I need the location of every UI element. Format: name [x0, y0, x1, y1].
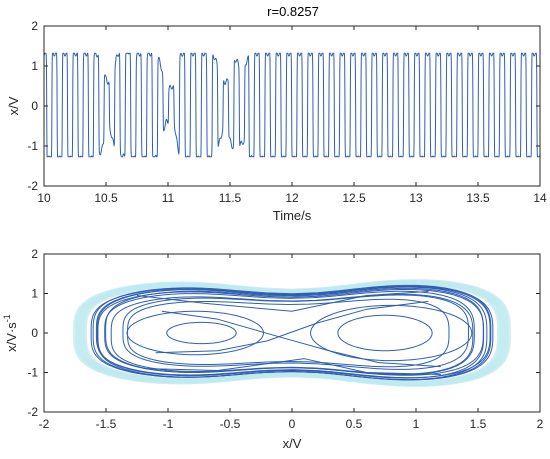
bottom-outer-loop: [105, 287, 484, 376]
top-x-tick-label: 12.5: [342, 191, 366, 205]
top-x-ticks: 10 10.5 11 11.5 12 12.5 13 13.5 14: [37, 26, 547, 205]
bottom-series-line: [90, 284, 494, 381]
top-y-label: x/V: [6, 96, 21, 115]
bottom-x-tick-label: 0.5: [346, 417, 363, 431]
top-x-tick-label: 14: [533, 191, 547, 205]
bottom-x-tick-label: -0.5: [220, 417, 241, 431]
bottom-x-tick-label: 2: [537, 417, 544, 431]
top-x-label: Time/s: [273, 208, 312, 223]
bottom-inner-loop: [126, 310, 264, 356]
top-y-tick-label: -2: [27, 179, 38, 193]
bottom-x-tick-label: -1.5: [96, 417, 117, 431]
bottom-transition-curve: [143, 358, 441, 375]
bottom-halo-loop: [73, 279, 511, 387]
bottom-inner-loop: [166, 321, 237, 345]
top-x-tick-label: 13: [409, 191, 423, 205]
bottom-inner-loop: [337, 314, 433, 352]
top-y-ticks: -2 -1 0 1 2: [27, 19, 540, 193]
bottom-x-label: x/V: [283, 436, 302, 451]
top-y-tick-label: 2: [31, 19, 38, 33]
top-y-tick-label: 0: [31, 99, 38, 113]
bottom-x-tick-label: 1: [413, 417, 420, 431]
bottom-transition-curve: [136, 291, 429, 312]
top-series-line: [43, 52, 541, 158]
bottom-outer-loop: [97, 289, 485, 379]
top-x-tick-label: 13.5: [466, 191, 490, 205]
top-x-tick-label: 10.5: [94, 191, 118, 205]
top-x-tick-label: 10: [37, 191, 51, 205]
bottom-y-label: x/V·s-1: [2, 314, 19, 352]
bottom-x-tick-label: -2: [39, 417, 50, 431]
top-y-tick-label: 1: [31, 59, 38, 73]
bottom-x-tick-label: 1.5: [470, 417, 487, 431]
bottom-y-label-sup: -1: [2, 314, 12, 322]
bottom-series-halo: [73, 279, 511, 387]
top-title: r=0.8257: [267, 4, 319, 19]
bottom-y-label-group: x/V·s-1: [2, 314, 19, 352]
bottom-y-tick-label: -2: [27, 405, 38, 419]
bottom-outer-loop: [122, 294, 469, 370]
top-x-tick-label: 11.5: [219, 191, 242, 205]
top-x-tick-label: 12: [285, 191, 299, 205]
bottom-y-tick-label: 1: [31, 287, 38, 301]
top-y-tick-label: -1: [27, 139, 38, 153]
bottom-axes-box: [43, 253, 541, 413]
top-series-path: [43, 52, 541, 158]
bottom-x-tick-label: -1: [163, 417, 174, 431]
bottom-y-tick-label: 2: [31, 247, 38, 261]
bottom-inner-loop: [310, 304, 473, 362]
bottom-y-tick-label: -1: [27, 366, 38, 380]
bottom-y-tick-label: 0: [31, 326, 38, 340]
bottom-y-label-main: x/V·s: [4, 322, 19, 352]
bottom-x-ticks: -2 -1.5 -1 -0.5 0 0.5 1 1.5 2: [39, 254, 544, 431]
bottom-transition-curve: [155, 300, 429, 354]
bottom-y-ticks: -2 -1 0 1 2: [27, 247, 540, 419]
bottom-transition-curve: [161, 310, 441, 368]
bottom-x-tick-label: 0: [289, 417, 296, 431]
bottom-outer-loop: [92, 284, 492, 381]
top-x-tick-label: 11: [162, 191, 175, 205]
time-series-panel: r=0.8257 10 10.5 11 11.5 12 12.5 13 13.5 14 -2-1…: [6, 4, 547, 223]
bottom-outer-loop: [95, 286, 491, 379]
